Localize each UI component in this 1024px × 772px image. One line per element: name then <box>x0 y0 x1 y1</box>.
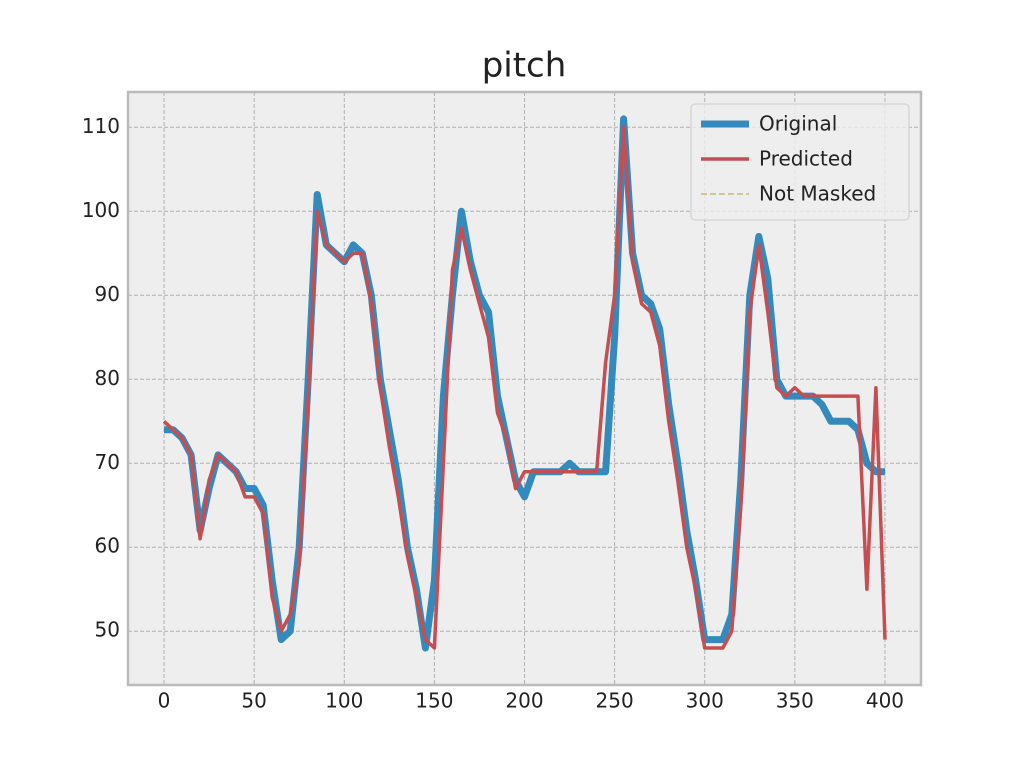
legend-box <box>690 103 910 221</box>
y-tick-label: 90 <box>95 282 120 306</box>
series-line <box>164 115 885 652</box>
x-tick-label: 400 <box>866 689 904 713</box>
x-tick-label: 150 <box>415 689 453 713</box>
y-tick-label: 70 <box>95 450 120 474</box>
x-tick-label: 100 <box>325 689 363 713</box>
x-tick-label: 250 <box>596 689 634 713</box>
plot-border <box>126 90 923 687</box>
y-tick-label: 80 <box>95 366 120 390</box>
chart-title: pitch <box>482 46 567 86</box>
x-tick-label: 300 <box>686 689 724 713</box>
x-tick-label: 0 <box>158 689 171 713</box>
legend-label: Not Masked <box>759 182 876 206</box>
y-tick-label: 60 <box>95 534 120 558</box>
x-tick-label: 350 <box>776 689 814 713</box>
y-tick-label: 110 <box>82 114 120 138</box>
legend-label: Original <box>759 112 837 136</box>
x-tick-label: 200 <box>505 689 543 713</box>
y-tick-label: 100 <box>82 198 120 222</box>
x-tick-label: 50 <box>241 689 266 713</box>
series-line <box>162 125 887 650</box>
legend-label: Predicted <box>759 147 853 171</box>
y-tick-label: 50 <box>95 618 120 642</box>
